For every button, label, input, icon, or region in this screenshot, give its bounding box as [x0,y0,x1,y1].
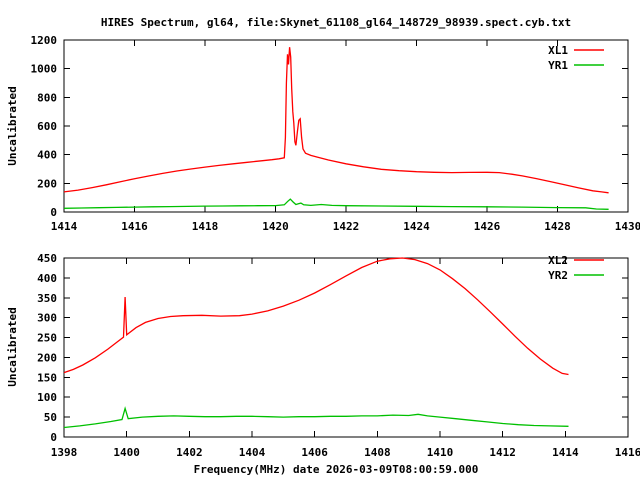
bottom-plot: 1398 1400 1402 1404 1406 1408 1410 1412 1414 1416… [37,252,640,459]
series-line-YR1 [64,199,609,209]
x-tick-label: 1410 [427,446,454,459]
chart-title: HIRES Spectrum, gl64, file:Skynet_61108_… [101,16,571,29]
y-tick-label: 200 [37,351,57,364]
y-tick-label: 600 [37,120,57,133]
x-tick-label: 1416 [121,220,148,233]
legend-label-XL2: XL2 [548,254,568,267]
x-tick-label: 1414 [51,220,78,233]
x-tick-label: 1416 [615,446,640,459]
x-tick-label: 1414 [552,446,579,459]
plot-border [64,40,628,212]
x-tick-label: 1428 [544,220,571,233]
x-tick-label: 1426 [474,220,501,233]
y-tick-label: 1200 [31,34,58,47]
y-tick-label: 1000 [31,63,58,76]
x-tick-label: 1418 [192,220,219,233]
series-line-XL1 [64,47,609,193]
y-tick-label: 0 [50,431,57,444]
y-tick-label: 350 [37,292,57,305]
plot-border [64,258,628,437]
y-tick-label: 400 [37,272,57,285]
legend-label-XL1: XL1 [548,44,568,57]
x-tick-label: 1430 [615,220,640,233]
x-tick-label: 1412 [489,446,516,459]
x-tick-label: 1424 [403,220,430,233]
top-plot-ylabel: Uncalibrated [6,86,19,165]
legend-label-YR2: YR2 [548,269,568,282]
series-line-XL2 [64,258,569,375]
y-tick-label: 0 [50,206,57,219]
y-tick-label: 200 [37,177,57,190]
top-plot: 1414 1416 1418 1420 1422 1424 1426 1428 1430 0 200… [31,34,640,233]
x-tick-label: 1404 [239,446,266,459]
y-tick-label: 800 [37,91,57,104]
y-tick-label: 100 [37,391,57,404]
y-tick-label: 150 [37,371,57,384]
x-tick-label: 1398 [51,446,78,459]
x-tick-label: 1406 [301,446,328,459]
x-tick-label: 1408 [364,446,391,459]
x-tick-label: 1402 [176,446,203,459]
y-tick-label: 400 [37,149,57,162]
series-line-YR2 [64,408,569,427]
y-tick-label: 50 [44,411,57,424]
legend-label-YR1: YR1 [548,59,568,72]
y-tick-label: 450 [37,252,57,265]
bottom-plot-ylabel: Uncalibrated [6,307,19,386]
x-tick-label: 1422 [333,220,360,233]
y-tick-label: 300 [37,312,57,325]
x-tick-label: 1420 [262,220,289,233]
x-axis-label: Frequency(MHz) date 2026-03-09T08:00:59.… [194,463,479,476]
x-tick-label: 1400 [113,446,140,459]
y-tick-label: 250 [37,332,57,345]
